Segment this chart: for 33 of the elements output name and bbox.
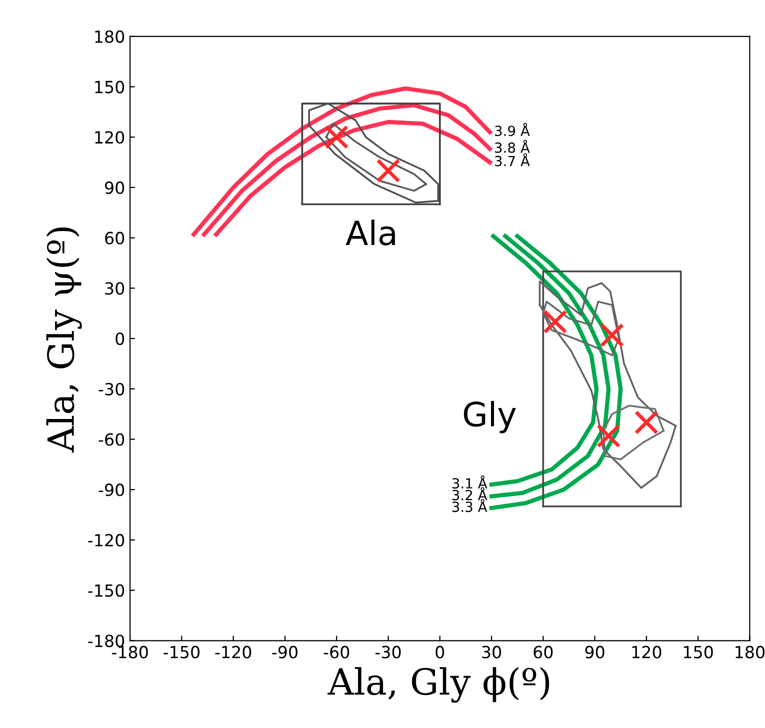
annotation: Gly bbox=[464, 400, 516, 434]
y-axis-title: Ala, Gly ψ(º) bbox=[46, 227, 82, 453]
y-tick-label: -90 bbox=[98, 484, 124, 496]
x-tick-label: 120 bbox=[632, 646, 662, 658]
y-tick-label: 0 bbox=[116, 332, 124, 346]
annotation: 3.7 Å bbox=[495, 153, 530, 166]
y-tick-label: -150 bbox=[88, 584, 124, 597]
annotation: 3.8 Å bbox=[495, 140, 530, 153]
x-tick-label: 30 bbox=[482, 646, 502, 658]
x-tick-label: 150 bbox=[684, 646, 713, 658]
x-tick-label: -30 bbox=[375, 646, 401, 658]
x-tick-label: -90 bbox=[272, 646, 298, 658]
y-tick-label: 180 bbox=[95, 30, 124, 43]
x-tick-label: -60 bbox=[324, 646, 350, 658]
x-tick-label: -150 bbox=[164, 646, 200, 658]
y-tick-label: 120 bbox=[95, 131, 124, 144]
x-tick-label: -120 bbox=[215, 646, 252, 658]
annotation: 3.1 Å bbox=[452, 475, 488, 489]
y-tick-label: -30 bbox=[98, 382, 124, 396]
x-tick-label: 180 bbox=[736, 646, 764, 658]
y-tick-label: -60 bbox=[98, 433, 124, 446]
y-tick-label: -120 bbox=[88, 534, 124, 546]
y-tick-label: 150 bbox=[95, 80, 124, 94]
y-tick-label: 90 bbox=[105, 181, 124, 194]
y-tick-label: -180 bbox=[88, 634, 124, 648]
y-tick-label: 60 bbox=[105, 232, 124, 244]
x-tick-label: 60 bbox=[534, 646, 553, 658]
x-tick-label: 0 bbox=[436, 646, 444, 658]
x-tick-label: 90 bbox=[585, 646, 604, 658]
annotation: 3.9 Å bbox=[495, 123, 530, 136]
x-axis-title: Ala, Gly ϕ(º) bbox=[328, 667, 550, 703]
y-tick-label: 30 bbox=[105, 282, 124, 295]
annotation: Ala bbox=[346, 220, 395, 246]
